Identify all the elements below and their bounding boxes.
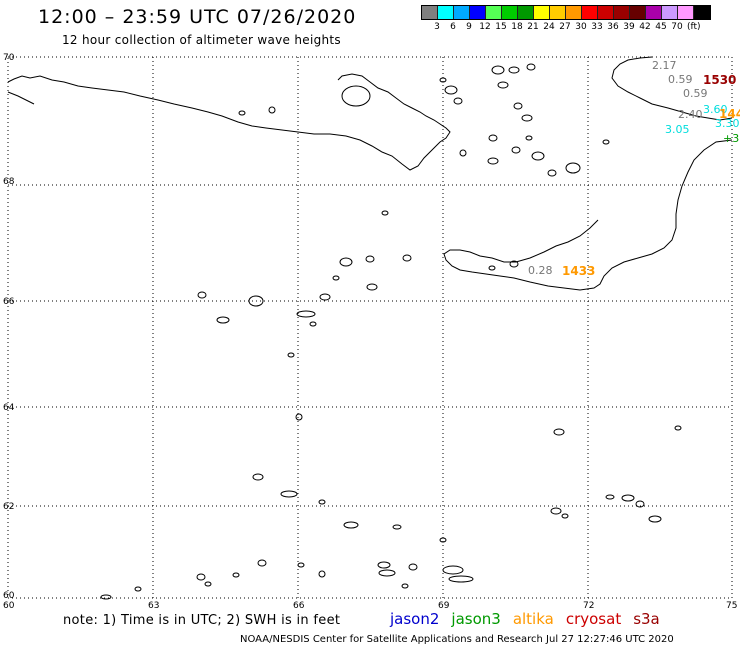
islands bbox=[100, 63, 682, 600]
satellite-jason2: jason2 bbox=[390, 610, 440, 628]
legend-swatch bbox=[486, 6, 502, 19]
color-legend: 3 6 9 12 15 18 21 24 27 30 33 36 39 42 45 70 (ft) bbox=[421, 5, 711, 32]
legend-tick: 30 bbox=[575, 22, 587, 32]
legend-tick: 27 bbox=[559, 22, 571, 32]
y-label-60: 60 bbox=[3, 591, 15, 601]
legend-swatch bbox=[582, 6, 598, 19]
obs-label: 0.28 bbox=[528, 264, 553, 277]
legend-swatch bbox=[502, 6, 518, 19]
legend-tick: 21 bbox=[527, 22, 539, 32]
obs-label: 3.30 bbox=[715, 117, 740, 130]
legend-tick: 45 bbox=[655, 22, 667, 32]
legend-swatch bbox=[614, 6, 630, 19]
map-frame bbox=[7, 56, 733, 599]
satellite-altika: altika bbox=[512, 610, 554, 628]
y-label-64: 64 bbox=[3, 403, 15, 413]
coast-detail-1 bbox=[7, 91, 35, 105]
legend-swatch bbox=[566, 6, 582, 19]
y-label-66: 66 bbox=[3, 297, 15, 307]
legend-tick: 9 bbox=[466, 22, 472, 32]
map-title: 12:00 – 23:59 UTC 07/26/2020 bbox=[38, 6, 357, 28]
legend-swatch bbox=[678, 6, 694, 19]
obs-label: +3. bbox=[723, 132, 740, 145]
legend-tick: 39 bbox=[623, 22, 635, 32]
footer-note: note: 1) Time is in UTC; 2) SWH is in fe… bbox=[63, 613, 341, 628]
legend-tick: 33 bbox=[591, 22, 603, 32]
legend-ticks: 3 6 9 12 15 18 21 24 27 30 33 36 39 42 45 70 (ft) bbox=[429, 22, 711, 32]
obs-label: 0.59 bbox=[683, 87, 708, 100]
legend-tick: 3 bbox=[434, 22, 440, 32]
legend-swatch bbox=[454, 6, 470, 19]
legend-unit: (ft) bbox=[687, 22, 701, 32]
obs-label: 1530 bbox=[703, 73, 736, 87]
obs-label: 1433 bbox=[562, 264, 595, 278]
y-label-62: 62 bbox=[3, 502, 14, 512]
legend-swatch bbox=[518, 6, 534, 19]
x-label-69: 69 bbox=[438, 601, 450, 611]
satellite-jason3: jason3 bbox=[451, 610, 501, 628]
grid bbox=[8, 57, 732, 598]
obs-label: 2.40 bbox=[678, 108, 703, 121]
x-label-60: 60 bbox=[3, 601, 15, 611]
legend-tick: 6 bbox=[450, 22, 456, 32]
eastern-peninsula bbox=[611, 56, 733, 121]
legend-tick: 15 bbox=[495, 22, 507, 32]
x-label-72: 72 bbox=[583, 601, 594, 611]
x-label-66: 66 bbox=[293, 601, 305, 611]
y-label-68: 68 bbox=[3, 177, 15, 187]
legend-tick: 18 bbox=[511, 22, 523, 32]
northern-coastline bbox=[7, 73, 451, 171]
legend-swatches bbox=[421, 5, 711, 20]
obs-label: 0.59 bbox=[668, 73, 693, 86]
obs-label: 3.60 bbox=[703, 103, 728, 116]
legend-swatch bbox=[694, 6, 710, 19]
legend-swatch bbox=[438, 6, 454, 19]
legend-swatch bbox=[422, 6, 438, 19]
legend-swatch bbox=[662, 6, 678, 19]
legend-tick: 42 bbox=[639, 22, 651, 32]
x-label-75: 75 bbox=[726, 601, 737, 611]
legend-tick: 36 bbox=[607, 22, 619, 32]
satellite-cryosat: cryosat bbox=[565, 610, 622, 628]
legend-swatch bbox=[534, 6, 550, 19]
legend-swatch bbox=[630, 6, 646, 19]
legend-tick: 24 bbox=[543, 22, 555, 32]
satellite-list: jason2 jason3 altika cryosat s3a bbox=[390, 610, 660, 628]
east-coast-south bbox=[443, 139, 733, 291]
obs-label: 3.05 bbox=[665, 123, 690, 136]
x-label-63: 63 bbox=[148, 601, 159, 611]
legend-swatch bbox=[598, 6, 614, 19]
coastlines bbox=[7, 56, 733, 291]
legend-tick: 70 bbox=[671, 22, 683, 32]
y-label-70: 70 bbox=[3, 53, 15, 63]
legend-swatch bbox=[470, 6, 486, 19]
legend-swatch bbox=[646, 6, 662, 19]
legend-swatch bbox=[550, 6, 566, 19]
map-subtitle: 12 hour collection of altimeter wave hei… bbox=[62, 33, 341, 47]
legend-tick: 12 bbox=[479, 22, 491, 32]
credit-line: NOAA/NESDIS Center for Satellite Applica… bbox=[240, 634, 674, 645]
satellite-s3a: s3a bbox=[633, 610, 660, 628]
obs-label: 2.17 bbox=[652, 59, 677, 72]
